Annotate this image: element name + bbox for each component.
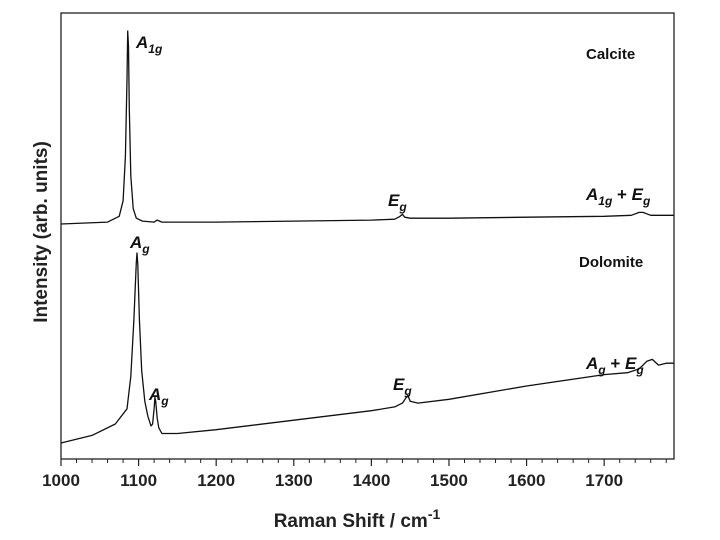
plot-border: [60, 12, 675, 460]
series-layer: [60, 30, 674, 444]
peak-label-calcite-a1g-eg: A1g + Eg: [585, 185, 651, 208]
x-tick-label: 1400: [352, 471, 390, 490]
sample-label-dolomite: Dolomite: [579, 254, 643, 271]
y-axis-label: Intensity (arb. units): [31, 141, 52, 323]
plot-frame: [60, 12, 675, 460]
x-tick-label: 1100: [120, 471, 157, 490]
x-axis-label: Raman Shift / cm-1: [274, 506, 441, 532]
x-tick-label: 1300: [275, 471, 313, 490]
x-tick-label: 1000: [42, 471, 80, 490]
x-tick-label: 1700: [585, 471, 623, 490]
peak-label-dolomite-eg: Eg: [393, 375, 412, 398]
x-tick-label: 1600: [508, 471, 546, 490]
x-tick-label: 1200: [197, 471, 235, 490]
series-line-calcite: [60, 30, 674, 225]
axis-labels: Raman Shift / cm-1 Intensity (arb. units…: [31, 141, 441, 532]
x-axis-label-sup: -1: [428, 506, 441, 522]
peak-label-dolomite-ag-eg: Ag + Eg: [585, 354, 644, 377]
x-axis-ticks: 1000 1100 1200 1300 1400 1500 1600 1700: [42, 459, 667, 490]
x-axis-label-main: Raman Shift / cm: [274, 511, 428, 532]
series-line-dolomite: [60, 252, 674, 444]
peak-label-calcite-eg: Eg: [388, 191, 407, 214]
x-tick-label: 1500: [430, 471, 468, 490]
peak-label-dolomite-ag-main: Ag: [129, 233, 150, 256]
peak-label-dolomite-ag-side: Ag: [148, 385, 169, 408]
peak-label-calcite-a1g: A1g: [135, 33, 163, 56]
annotation-layer: A1g Eg A1g + Eg Ag Ag Eg Ag + Eg Calcite Dolomit…: [129, 33, 651, 408]
sample-label-calcite: Calcite: [586, 46, 635, 63]
